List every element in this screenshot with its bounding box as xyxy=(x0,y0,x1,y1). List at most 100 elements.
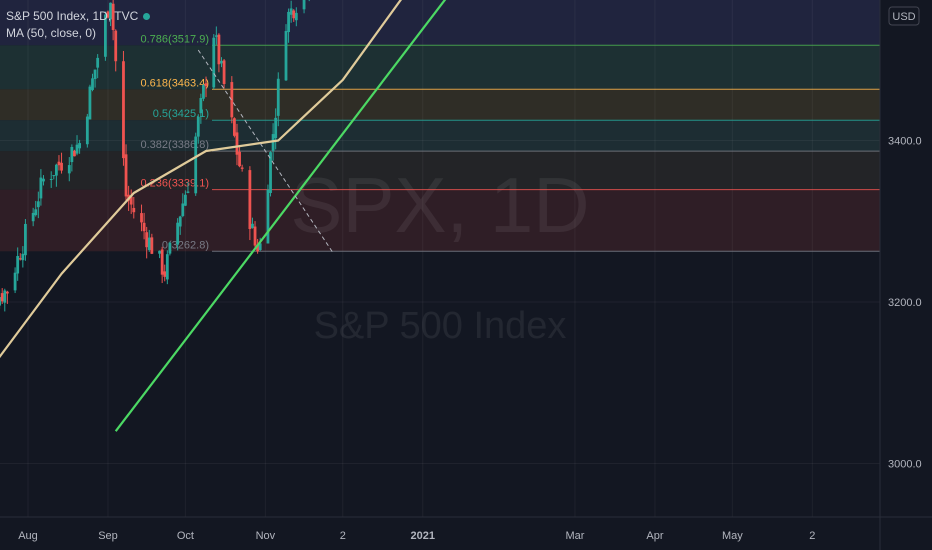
watermark-name: S&P 500 Index xyxy=(314,305,567,347)
candle-body xyxy=(93,69,97,80)
candle-body xyxy=(78,143,81,149)
currency-box xyxy=(888,6,920,26)
candle-body xyxy=(235,132,239,155)
candle-body xyxy=(214,35,218,37)
candle-body xyxy=(39,177,43,199)
candle-body xyxy=(34,209,38,216)
candle-body xyxy=(150,237,154,254)
candle-body xyxy=(124,154,128,197)
candle-body xyxy=(266,189,270,244)
indicator-title[interactable]: MA (50, close, 0) xyxy=(6,26,97,40)
candle-body xyxy=(199,98,203,114)
symbol-title[interactable]: S&P 500 Index, 1D, TVC xyxy=(6,8,151,25)
candle-body xyxy=(132,207,136,213)
x-tick-label: 2021 xyxy=(410,530,434,542)
trendlines[interactable] xyxy=(114,0,766,432)
candle-body xyxy=(13,272,17,291)
x-tick-label: Apr xyxy=(646,530,663,542)
x-tick-label: Mar xyxy=(565,530,584,542)
ma-line xyxy=(0,0,403,359)
candle-body xyxy=(253,226,257,246)
candle-body xyxy=(122,61,125,159)
uptrend-line xyxy=(114,0,447,432)
candle-body xyxy=(140,213,143,223)
candle-body xyxy=(160,249,164,275)
x-tick-label: Oct xyxy=(177,530,194,542)
fib-label: 0(3262.8) xyxy=(162,239,209,251)
candle-body xyxy=(217,34,221,65)
candle-body xyxy=(212,37,216,88)
candle-body xyxy=(251,223,254,229)
candle-body xyxy=(178,216,182,227)
candle-body xyxy=(24,223,27,256)
candle-body xyxy=(222,60,226,85)
candle-body xyxy=(85,116,89,145)
grid xyxy=(0,0,880,517)
candle-body xyxy=(158,250,161,254)
candle-body xyxy=(181,203,185,217)
candle-body xyxy=(52,175,56,177)
candle-body xyxy=(109,2,112,20)
candle-body xyxy=(75,144,79,154)
x-tick-label: Nov xyxy=(256,530,276,542)
candle-body xyxy=(5,291,9,294)
candle-body xyxy=(49,179,53,181)
candle-body xyxy=(256,245,260,252)
fib-band xyxy=(0,89,880,121)
candle-body xyxy=(114,30,118,62)
candle-body xyxy=(204,83,208,87)
fib-band xyxy=(0,45,880,90)
fib-label: 0.382(3386.8) xyxy=(141,139,210,151)
x-tick-label: 2 xyxy=(340,530,346,542)
fib-label: 0.618(3463.4) xyxy=(141,77,210,89)
candle-body xyxy=(163,271,167,277)
ma-polyline xyxy=(0,0,403,359)
candle-body xyxy=(269,152,272,193)
candle-body xyxy=(287,11,290,33)
fib-bands xyxy=(0,0,880,252)
candle-body xyxy=(168,242,172,254)
x-tick-label: Aug xyxy=(18,530,38,542)
candle-body xyxy=(220,60,223,64)
candle-body xyxy=(183,194,187,206)
candle-body xyxy=(240,167,244,169)
candle-body xyxy=(0,293,4,302)
x-tick-label: May xyxy=(722,530,743,542)
candle-body xyxy=(0,297,2,306)
y-tick-label: 3000.0 xyxy=(888,459,922,471)
candle-body xyxy=(42,178,45,182)
candle-body xyxy=(16,256,20,274)
fib-band xyxy=(0,120,880,152)
candle-body xyxy=(60,162,63,171)
candle-body xyxy=(233,118,236,136)
time-axis xyxy=(0,517,932,550)
y-tick-label: 3200.0 xyxy=(888,297,922,309)
candle-body xyxy=(18,258,22,260)
fib-label: 0.786(3517.9) xyxy=(141,33,210,45)
candle-body xyxy=(111,3,115,30)
candle-body xyxy=(106,11,110,18)
candle-body xyxy=(258,243,262,251)
candle-body xyxy=(194,136,198,194)
candle-body xyxy=(70,146,74,163)
candle-body xyxy=(54,164,58,176)
candle-body xyxy=(165,254,169,280)
candle-body xyxy=(129,196,133,205)
candle-body xyxy=(248,170,252,229)
fib-band xyxy=(0,151,880,190)
candle-body xyxy=(274,117,278,139)
x-tick-label: 2 xyxy=(809,530,815,542)
y-tick-label: 3400.0 xyxy=(888,136,922,148)
candle-body xyxy=(176,222,180,245)
candle-body xyxy=(289,8,293,15)
candle-body xyxy=(36,201,40,208)
candle-body xyxy=(202,85,205,99)
price-axis xyxy=(880,0,932,550)
candle-body xyxy=(142,222,146,232)
candle-body xyxy=(88,86,92,120)
candle-body xyxy=(21,253,25,261)
candle-body xyxy=(91,78,94,90)
watermark-symbol: SPX, 1D xyxy=(290,161,589,249)
